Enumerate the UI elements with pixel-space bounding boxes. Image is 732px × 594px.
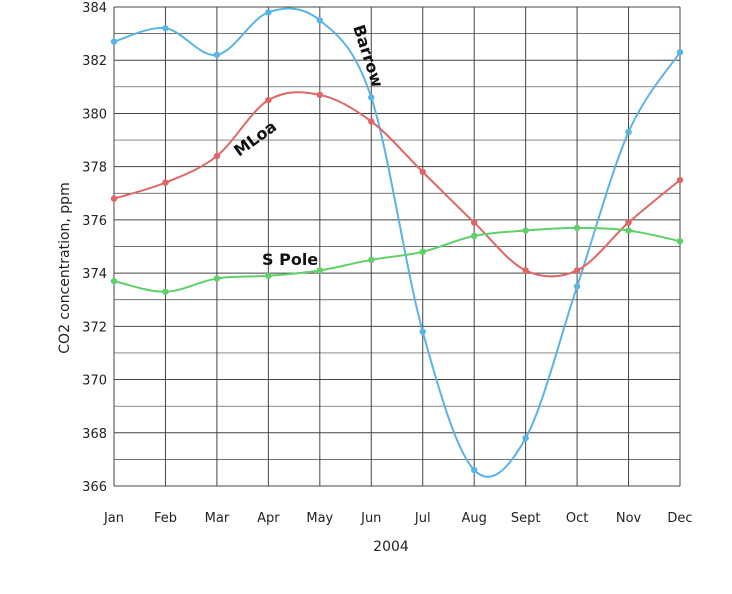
data-point-s-pole [110, 277, 118, 285]
y-tick-label: 374 [82, 267, 107, 282]
series-label-mloa: MLoa [230, 117, 280, 161]
data-point-mloa [573, 267, 581, 274]
y-axis-title: CO2 concentration, ppm [57, 182, 73, 353]
data-point-barrow [110, 38, 118, 45]
series-lines [113, 7, 681, 478]
data-point-barrow [625, 128, 632, 136]
data-point-barrow [162, 25, 169, 32]
data-point-s-pole [522, 227, 529, 234]
data-point-mloa [522, 267, 529, 274]
x-tick-label: May [306, 511, 333, 526]
grid-lines [113, 6, 681, 487]
data-point-s-pole [676, 237, 684, 245]
x-tick-label: Mar [205, 511, 230, 526]
data-point-mloa [162, 179, 169, 186]
data-point-s-pole [419, 248, 426, 256]
data-point-barrow [470, 466, 478, 474]
data-point-barrow [213, 51, 221, 59]
y-tick-label: 368 [82, 427, 107, 442]
series-points [110, 9, 684, 474]
data-point-mloa [213, 152, 221, 160]
data-point-mloa [470, 219, 478, 226]
series-line-s-pole [113, 226, 681, 293]
data-point-barrow [368, 94, 375, 101]
data-point-s-pole [316, 267, 324, 274]
y-tick-label: 378 [82, 161, 107, 176]
data-point-s-pole [625, 227, 632, 234]
y-tick-label: 382 [82, 54, 107, 69]
x-axis-title: 2004 [373, 539, 409, 555]
y-tick-label: 366 [82, 480, 107, 495]
data-point-s-pole [470, 232, 478, 240]
series-line-mloa [113, 91, 681, 278]
data-point-s-pole [162, 288, 169, 295]
data-point-barrow [676, 49, 684, 56]
y-tick-label: 380 [82, 107, 107, 122]
data-point-s-pole [368, 256, 375, 264]
series-label-s-pole: S Pole [262, 250, 318, 269]
data-point-s-pole [573, 224, 581, 232]
x-tick-label: Jul [414, 511, 431, 526]
x-tick-label: Jan [103, 511, 124, 526]
x-tick-label: Sept [511, 511, 541, 526]
data-point-barrow [522, 434, 529, 442]
data-point-mloa [110, 195, 118, 202]
x-tick-label: Dec [667, 511, 692, 526]
data-point-barrow [316, 17, 324, 24]
y-tick-label: 372 [82, 320, 107, 335]
data-point-mloa [265, 96, 272, 104]
x-tick-label: Nov [616, 511, 642, 526]
data-point-mloa [419, 168, 426, 176]
y-tick-label: 384 [82, 1, 107, 16]
x-axis-ticks: Jan Feb Mar Apr May Jun Jul Aug Sept Oct Nov Dec [103, 511, 693, 526]
series-line-barrow [113, 7, 681, 478]
x-tick-label: Feb [154, 511, 177, 526]
data-point-barrow [419, 328, 426, 335]
data-point-barrow [573, 283, 581, 290]
data-point-mloa [625, 219, 632, 226]
data-point-mloa [316, 91, 324, 99]
series-label-barrow: Barrow [349, 22, 387, 89]
data-point-mloa [368, 118, 375, 125]
x-tick-label: Aug [461, 511, 486, 526]
data-point-s-pole [213, 275, 221, 282]
y-axis-ticks: 366 368 370 372 374 376 378 380 382 384 [82, 1, 107, 495]
data-point-mloa [676, 176, 684, 184]
x-tick-label: Apr [257, 511, 280, 526]
data-point-s-pole [265, 272, 272, 279]
x-tick-label: Oct [566, 511, 588, 526]
y-tick-label: 370 [82, 374, 107, 389]
x-tick-label: Jun [360, 511, 381, 526]
data-point-barrow [265, 9, 272, 16]
y-tick-label: 376 [82, 214, 107, 229]
